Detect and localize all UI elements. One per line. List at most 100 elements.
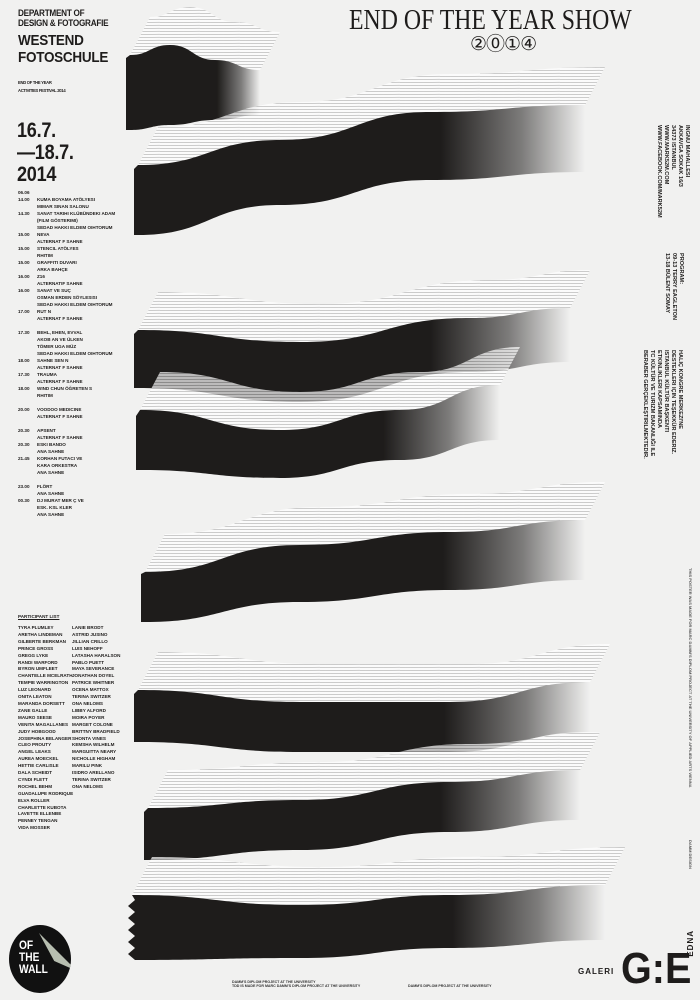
- address-line: WWW.MARK52M.COM: [663, 125, 669, 185]
- participant-name: TERINA SWITZER: [72, 776, 111, 782]
- date-line: 16.7.: [17, 119, 56, 142]
- participant-name: MAYA SEVERANCE: [72, 666, 115, 672]
- participant-name: GREGG LYKE: [18, 652, 49, 658]
- thanks-line: TC KÜLTÜR VE TURIZM BAKANLIĞI ILE: [649, 350, 655, 457]
- schedule-time: 15.00: [18, 246, 30, 251]
- participant-name: MARGET COLONE: [72, 721, 113, 727]
- schedule-line: NEVA: [37, 232, 50, 237]
- thanks-line: ISTANBUL KÜLTÜR BAŞKENTI: [663, 350, 669, 433]
- schedule-item: 14.30 SANAT TARIHI KLÜBÜNDEKI ADAM (FILM G…: [18, 210, 138, 231]
- participant-name: ZANE GALLE: [18, 707, 48, 713]
- participant-name: CHANTELLE MCELRATH: [18, 673, 73, 679]
- schedule-line: MIMAR SINAN SALONU: [37, 204, 89, 209]
- schedule-time: 17.30: [18, 330, 30, 335]
- schedule-time: 18.00: [18, 386, 30, 391]
- schedule-line: APSENT: [37, 428, 56, 433]
- school-line: FOTOSCHULE: [18, 49, 109, 66]
- thanks-line: BERABER GERÇEKLEŞTIRILMEKTEDIR.: [642, 350, 648, 459]
- schedule-line: SAHNE SEN N: [37, 358, 69, 363]
- schedule-line: FLÖRT: [37, 484, 53, 489]
- participant-name: JONATHAN DOYEL: [72, 673, 115, 679]
- participant-name: TEMPIE WARRINGTON: [18, 680, 69, 686]
- participant-name: RANDI WARFORD: [18, 659, 58, 665]
- address-line: AKKAVGA SOKAK 16/3: [677, 125, 683, 187]
- schedule-line: SEDAD HAKKI ELDEM OIHTORUM: [37, 302, 113, 307]
- participant-name: LUZ LEONARD: [18, 687, 51, 693]
- participant-name: PATRICE WHITNER: [72, 680, 115, 686]
- brush-streak: [148, 732, 600, 808]
- participant-name: GILBERTE BERKMAN: [18, 638, 66, 644]
- schedule-item: 17.30 BEHL, EHEN, EVVAL AKOB AN VE ÜLKEN TÖ…: [18, 329, 138, 357]
- schedule-line: KARA ORKESTRA: [37, 463, 78, 468]
- department-line: DEPARTMENT OF: [18, 8, 85, 19]
- participant-name: JILLIAN CRILLO: [72, 638, 108, 644]
- galeri-logo: GALERI G:E EDNA: [578, 930, 698, 998]
- schedule-item: 15.00 STENCIL ATÖLYES RHITIM: [18, 245, 138, 259]
- schedule-line: ALTERNATIF SAHNE: [37, 281, 83, 286]
- participant-name: LAVETTE ELLENBE: [18, 811, 62, 817]
- participant-name: ANGEL LEAKS: [18, 749, 51, 755]
- address-line: INGNU MAHALLESI: [684, 125, 690, 178]
- brush-band: [144, 770, 580, 860]
- schedule-time: 15.00: [18, 260, 30, 265]
- brush-band: [141, 520, 585, 622]
- participant-name: HETTIE CARLISLE: [18, 763, 59, 769]
- date-line: 2014: [17, 163, 57, 186]
- schedule-line: SANAT TARIHI KLÜBÜNDEKI ADAM: [37, 211, 116, 216]
- school-line: WESTEND: [18, 32, 84, 49]
- participant-name: ROCHEL BEHM: [18, 783, 53, 789]
- schedule-line: BEHL, EHEN, EVVAL: [37, 330, 83, 335]
- brush-band: [126, 45, 260, 130]
- participant-name: MOIRA POYER: [72, 714, 105, 720]
- schedule-time: 20.00: [18, 407, 30, 412]
- program-line: 09-13 TERRY EAGLETON: [671, 253, 677, 321]
- schedule-line: WIND CHUN ÖĞRETEN S: [37, 386, 93, 391]
- schedule-time: 20.30: [18, 442, 30, 447]
- schedule-line: SEDAD HAKKI ELDEM OIHTORUM: [37, 351, 113, 356]
- logo-mark: G:E: [621, 944, 692, 993]
- poster-year: ②⓪①④: [470, 33, 537, 55]
- festival-line: END OF THE YEAR: [18, 80, 52, 85]
- brush-streak: [140, 347, 520, 430]
- brush-streak: [132, 847, 625, 905]
- schedule-item: 16.00 Z16 ALTERNATIF SAHNE: [18, 273, 138, 287]
- participant-name: ONITA LEATON: [18, 694, 52, 700]
- brush-band: [134, 105, 585, 235]
- festival-subtitle: END OF THE YEAR ACTIVITIES FESTIVAL 2014: [18, 79, 66, 95]
- participant-name: PENNEY TENGAN: [18, 818, 58, 824]
- participant-name: DALA SCHEIDT: [18, 770, 53, 776]
- participant-name: ONA NELOMS: [72, 783, 103, 789]
- schedule-line: (FILM GÖSTERIMI): [37, 218, 78, 223]
- participant-name: TYRA PLUMLEY: [18, 625, 54, 630]
- schedule-item: 23.00 FLÖRT ANA SAHNE: [18, 483, 138, 497]
- participant-name: MARILU PINK: [72, 763, 103, 769]
- schedule-item: 18.00 WIND CHUN ÖĞRETEN S RHITIM: [18, 385, 138, 399]
- participant-name: JUDY HOBGOOD: [18, 728, 56, 734]
- address-line: WWW.FACEBOOK.COM/MARK52M: [656, 125, 662, 218]
- schedule-line: ALTERNAT F SAHNE: [37, 316, 83, 321]
- schedule-list: 06.06 14.00 KUMA BOYAMA ATÖLYESI MIMAR SIN…: [18, 189, 138, 518]
- participant-name: VENITA MAGALLANES: [18, 721, 69, 727]
- schedule-item: 20.00 VOODOO MEDICINE ALTERNAT F SAHNE: [18, 406, 138, 420]
- participant-name: PRINCE GROSS: [18, 645, 54, 651]
- footer-line: DAMM'S DIPLOM PROJECT AT THE UNIVERSITY: [232, 980, 316, 984]
- participant-name: ASTRID JUSINO: [72, 631, 108, 637]
- program-line: 13-18 BÜLENT SOMAY: [664, 253, 670, 314]
- participant-name: MARANDA DORSETT: [18, 700, 65, 706]
- brush-streak: [138, 270, 590, 342]
- logo-text: THE: [19, 950, 40, 964]
- credit-text: THIS POSTER WAS MADE FOR MARC DAMM'S DIP…: [688, 568, 693, 788]
- schedule-line: TRAUMA: [37, 372, 57, 377]
- schedule-line: AKOB AN VE ÜLKEN: [37, 337, 83, 342]
- event-dates: 16.7. —18.7. 2014: [17, 120, 74, 186]
- schedule-line: SANAT VE SUÇ: [37, 288, 71, 293]
- schedule-item: 20.30 APSENT ALTERNAT F SAHNE: [18, 427, 138, 441]
- credit-text-2: DAMM DESIGN: [688, 840, 693, 869]
- thanks-line: DESTEKLERI IÇIN TEŞEKKÜR EDERIZ.: [670, 350, 676, 455]
- schedule-item: 00.30 DJ MURAT MER Ç VE ESK. KSL KLER ANA S…: [18, 497, 138, 518]
- participant-name: VIDA MOSSER: [18, 825, 50, 831]
- participant-heading: PARTICIPANT LIST: [18, 614, 60, 619]
- brush-streak: [138, 67, 605, 165]
- participant-name: ISIDRO ARELLANO: [72, 770, 115, 776]
